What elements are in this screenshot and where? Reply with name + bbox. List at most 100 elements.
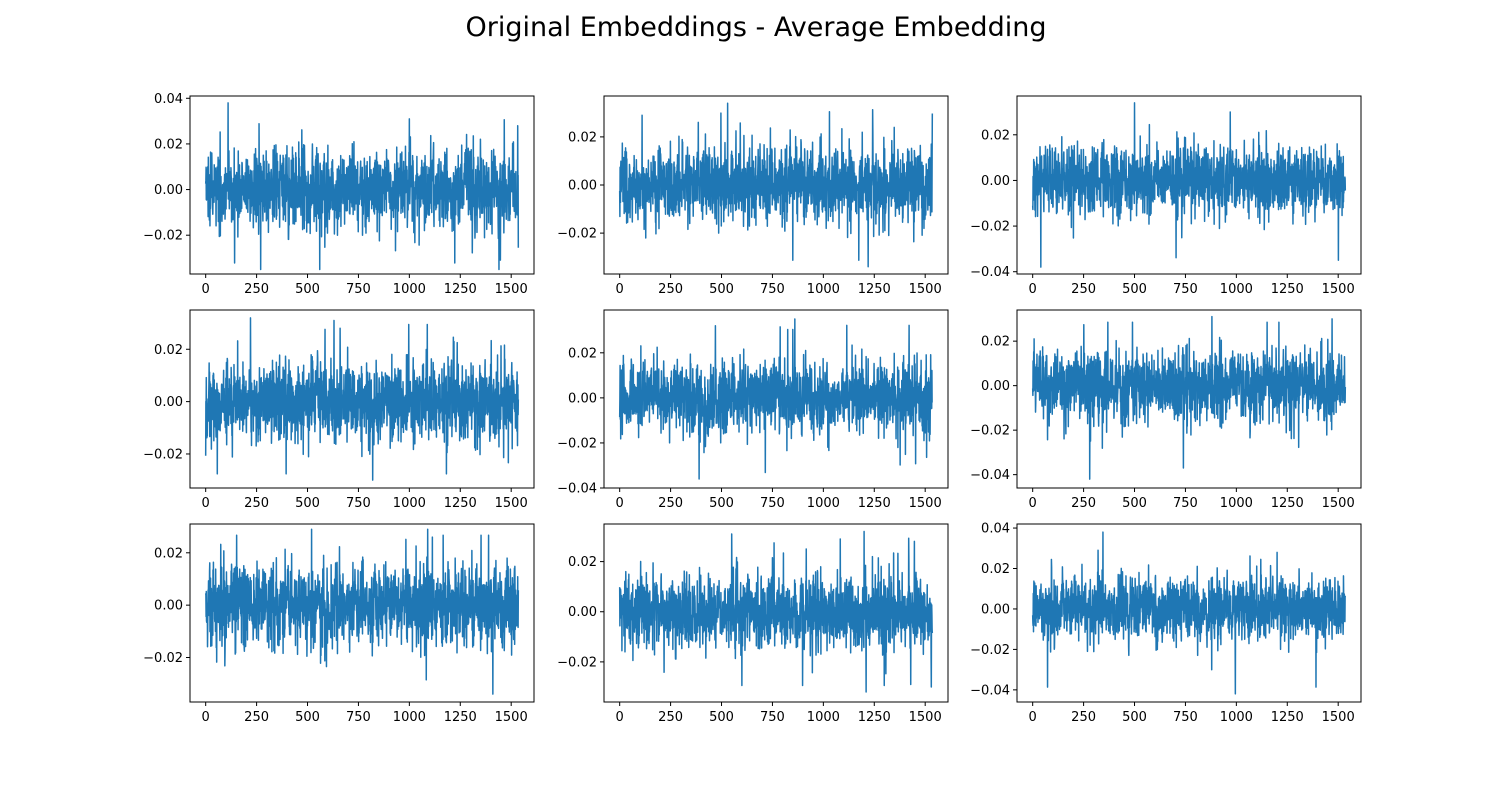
axes-frame	[189, 309, 535, 489]
x-tick-label: 1000	[1220, 496, 1253, 511]
y-tick-label: 0.02	[568, 555, 597, 570]
x-tick-label: 1250	[444, 496, 477, 511]
x-tick-label: 1500	[909, 496, 942, 511]
figure-title: Original Embeddings - Average Embedding	[465, 12, 1047, 43]
y-tick-label: −0.02	[970, 220, 1010, 235]
x-tick-label: 750	[346, 710, 371, 725]
x-tick-label: 250	[658, 282, 683, 297]
x-tick-label: 750	[760, 496, 785, 511]
x-tick-label: 250	[244, 282, 269, 297]
x-tick-label: 0	[202, 496, 210, 511]
x-tick-label: 0	[616, 282, 624, 297]
x-tick-label: 1000	[807, 710, 840, 725]
x-tick-label: 750	[760, 710, 785, 725]
x-tick-label: 0	[1029, 496, 1037, 511]
x-tick-label: 250	[244, 710, 269, 725]
x-tick-label: 500	[709, 710, 734, 725]
x-tick-label: 500	[1122, 282, 1147, 297]
x-tick-label: 1000	[393, 710, 426, 725]
x-tick-label: 1000	[393, 282, 426, 297]
x-tick-label: 1250	[858, 282, 891, 297]
subplot-7: 0 250 500 750 1000 1250 1500 −0.02 0.00 0.02	[143, 523, 535, 725]
x-tick-label: 500	[295, 496, 320, 511]
y-tick-label: −0.02	[557, 655, 597, 670]
x-tick-label: 500	[295, 710, 320, 725]
y-tick-label: 0.02	[981, 335, 1010, 350]
x-tick-label: 1000	[1220, 710, 1253, 725]
y-tick-label: 0.00	[154, 183, 183, 198]
axes-frame	[1016, 95, 1362, 275]
x-tick-label: 750	[346, 282, 371, 297]
y-tick-label: 0.00	[568, 391, 597, 406]
subplot-6: 0 250 500 750 1000 1250 1500 −0.04 −0.02 0.00 0.02	[970, 309, 1362, 511]
series-line	[1031, 531, 1347, 695]
series-line	[1031, 102, 1347, 268]
x-tick-label: 750	[1173, 710, 1198, 725]
y-tick-label: −0.02	[143, 447, 183, 462]
y-tick-label: 0.00	[981, 379, 1010, 394]
x-tick-label: 250	[658, 710, 683, 725]
series-line	[1031, 315, 1347, 480]
series-line	[204, 102, 520, 271]
y-tick-label: 0.04	[154, 92, 183, 107]
x-tick-label: 1500	[495, 710, 528, 725]
y-tick-label: −0.04	[970, 468, 1010, 483]
x-tick-label: 1250	[1271, 282, 1304, 297]
x-tick-label: 1250	[858, 710, 891, 725]
axes-frame	[189, 95, 535, 275]
x-tick-label: 1500	[495, 496, 528, 511]
x-tick-label: 1000	[1220, 282, 1253, 297]
x-tick-label: 0	[202, 282, 210, 297]
x-tick-label: 500	[709, 496, 734, 511]
x-tick-label: 1000	[807, 496, 840, 511]
y-tick-label: 0.00	[981, 602, 1010, 617]
x-tick-label: 0	[202, 710, 210, 725]
y-tick-label: 0.00	[154, 395, 183, 410]
x-tick-label: 1500	[1322, 710, 1355, 725]
y-tick-label: 0.02	[568, 346, 597, 361]
y-tick-label: 0.00	[981, 174, 1010, 189]
x-tick-label: 1500	[495, 282, 528, 297]
x-tick-label: 250	[658, 496, 683, 511]
subplot-2: 0 250 500 750 1000 1250 1500 −0.02 0.00 0.02	[557, 95, 949, 297]
x-tick-label: 750	[760, 282, 785, 297]
y-tick-label: 0.02	[154, 343, 183, 358]
subplot-4: 0 250 500 750 1000 1250 1500 −0.02 0.00 0.02	[143, 309, 535, 511]
y-tick-label: 0.02	[154, 546, 183, 561]
x-tick-label: 500	[1122, 496, 1147, 511]
series-line	[204, 528, 520, 695]
axes-frame	[603, 523, 949, 703]
x-tick-label: 1000	[393, 496, 426, 511]
x-tick-label: 1250	[444, 710, 477, 725]
x-tick-label: 250	[1071, 710, 1096, 725]
y-tick-label: −0.04	[970, 683, 1010, 698]
x-tick-label: 1500	[1322, 496, 1355, 511]
series-line	[618, 102, 934, 268]
y-tick-label: −0.02	[557, 436, 597, 451]
y-tick-label: 0.02	[154, 137, 183, 152]
y-tick-label: 0.04	[981, 522, 1010, 537]
y-tick-label: 0.00	[154, 599, 183, 614]
x-tick-label: 250	[244, 496, 269, 511]
y-tick-label: −0.02	[143, 651, 183, 666]
axes-frame	[603, 309, 949, 489]
axes-frame	[1016, 523, 1362, 703]
subplot-9: 0 250 500 750 1000 1250 1500 −0.04 −0.02 0.00 0.02…	[970, 522, 1362, 725]
subplot-3: 0 250 500 750 1000 1250 1500 −0.04 −0.02 0.00 0.02	[970, 95, 1362, 297]
x-tick-label: 1250	[1271, 496, 1304, 511]
axes-frame	[1016, 309, 1362, 489]
x-tick-label: 750	[346, 496, 371, 511]
x-tick-label: 250	[1071, 496, 1096, 511]
x-tick-label: 0	[616, 710, 624, 725]
x-tick-label: 500	[1122, 710, 1147, 725]
y-tick-label: 0.00	[568, 179, 597, 194]
y-tick-label: 0.00	[568, 605, 597, 620]
y-tick-label: 0.02	[981, 562, 1010, 577]
series-line	[618, 530, 934, 693]
x-tick-label: 750	[1173, 282, 1198, 297]
axes-frame	[189, 523, 535, 703]
x-tick-label: 500	[295, 282, 320, 297]
y-tick-label: −0.04	[557, 482, 597, 497]
y-tick-label: 0.02	[981, 128, 1010, 143]
